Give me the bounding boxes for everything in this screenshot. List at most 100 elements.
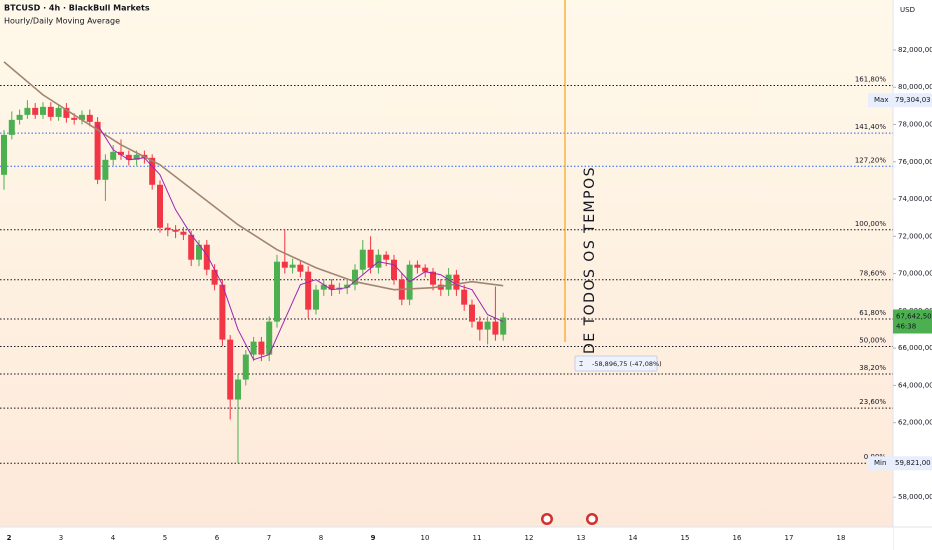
last-price: 67,642,50 <box>896 312 932 320</box>
y-tick-label: 62,000,00 <box>898 419 932 427</box>
candle-body <box>445 274 452 290</box>
candle-body <box>157 184 163 228</box>
candle-body <box>297 264 304 272</box>
candle-body <box>492 321 499 335</box>
event-icon <box>543 515 551 523</box>
candle-body <box>281 261 288 268</box>
candle-body <box>79 114 85 120</box>
candle-body <box>47 106 54 117</box>
candle-body <box>133 154 140 160</box>
y-tick-label: 82,000,00 <box>898 46 932 54</box>
fib-label: 78,60% <box>859 270 886 278</box>
candle-body <box>71 117 78 120</box>
x-tick-label: 18 <box>837 534 846 542</box>
candle-body <box>367 249 374 268</box>
candle-body <box>328 284 335 290</box>
chart-title: BTCUSD · 4h · BlackBull Markets <box>4 4 150 13</box>
candle-body <box>274 261 280 322</box>
candle-body <box>102 159 109 180</box>
x-tick-label: 17 <box>785 534 794 542</box>
y-tick-label: 66,000,00 <box>898 344 932 352</box>
candle-body <box>164 227 171 230</box>
candle-body <box>1 134 7 175</box>
fib-label: 100,00% <box>855 220 886 228</box>
candle-body <box>55 107 62 117</box>
candle-body <box>476 321 483 330</box>
candle-body <box>484 321 491 330</box>
candle-body <box>258 341 265 355</box>
fib-label: 50,00% <box>859 337 886 345</box>
x-tick-label: 8 <box>319 534 323 542</box>
candle-body <box>352 269 358 285</box>
candle-body <box>469 304 475 322</box>
x-tick-label: 4 <box>111 534 116 542</box>
candle-body <box>359 249 366 270</box>
x-tick-label: 12 <box>525 534 534 542</box>
candle-body <box>24 107 31 115</box>
candle-body <box>313 289 319 310</box>
candle-body <box>219 284 226 340</box>
measure-label: -58,896,75 (-47,08%) <box>592 360 662 368</box>
measure-icon: ⌶ <box>579 360 583 368</box>
candle-body <box>391 259 397 280</box>
candle-body <box>86 114 93 122</box>
x-tick-label: 6 <box>215 534 220 542</box>
x-tick-label: 10 <box>421 534 430 542</box>
currency: USD <box>900 6 915 14</box>
candle-body <box>344 284 351 288</box>
candle-body <box>453 274 460 290</box>
candle-body <box>422 267 429 272</box>
candle-body <box>414 264 421 268</box>
candle-body <box>500 317 507 335</box>
candle-body <box>305 271 312 310</box>
candle-body <box>461 289 468 305</box>
last-price-box <box>893 309 932 334</box>
fib-label: 141,40% <box>855 123 886 131</box>
candle-body <box>125 154 132 160</box>
min-label: Min <box>874 459 886 467</box>
fib-label: 23,60% <box>859 398 886 406</box>
x-tick-label: 5 <box>163 534 167 542</box>
candle-body <box>211 269 218 285</box>
candle-body <box>118 151 124 155</box>
candle-body <box>196 244 202 260</box>
x-tick-label: 11 <box>473 534 482 542</box>
y-tick-label: 64,000,00 <box>898 381 932 389</box>
candle-body <box>32 107 39 115</box>
candle-body <box>63 107 70 118</box>
chart-subtitle: Hourly/Daily Moving Average <box>4 17 120 26</box>
candle-body <box>180 231 187 235</box>
x-tick-label: 7 <box>267 534 271 542</box>
y-tick-label: 80,000,00 <box>898 83 932 91</box>
candle-body <box>172 229 179 232</box>
annotation: DE TODOS OS TEMPOS <box>582 166 598 354</box>
candle-body <box>110 151 117 160</box>
fib-label: 127,20% <box>855 156 886 164</box>
candle-body <box>40 106 46 115</box>
y-tick-label: 58,000,00 <box>898 493 932 501</box>
fib-label: 38,20% <box>859 364 886 372</box>
candle-body <box>250 341 257 355</box>
x-tick-label: 9 <box>371 534 376 542</box>
x-tick-label: 13 <box>577 534 586 542</box>
event-icon <box>588 515 596 523</box>
candle-body <box>235 379 241 400</box>
y-tick-label: 72,000,00 <box>898 232 932 240</box>
candle-body <box>266 321 273 355</box>
max-label: Max <box>874 96 888 104</box>
moving-average <box>3 61 504 291</box>
x-tick-label: 14 <box>629 534 638 542</box>
max-price: 79,304,03 <box>895 96 931 104</box>
y-tick-label: 70,000,00 <box>898 270 932 278</box>
candle-body <box>16 114 23 120</box>
min-price: 59,821,00 <box>895 459 931 467</box>
y-tick-label: 78,000,00 <box>898 120 932 128</box>
y-tick-label: 74,000,00 <box>898 195 932 203</box>
candle-body <box>94 121 101 180</box>
x-tick-label: 15 <box>681 534 690 542</box>
y-tick-label: 76,000,00 <box>898 158 932 166</box>
candle-body <box>289 264 296 268</box>
moving-average <box>97 124 504 361</box>
